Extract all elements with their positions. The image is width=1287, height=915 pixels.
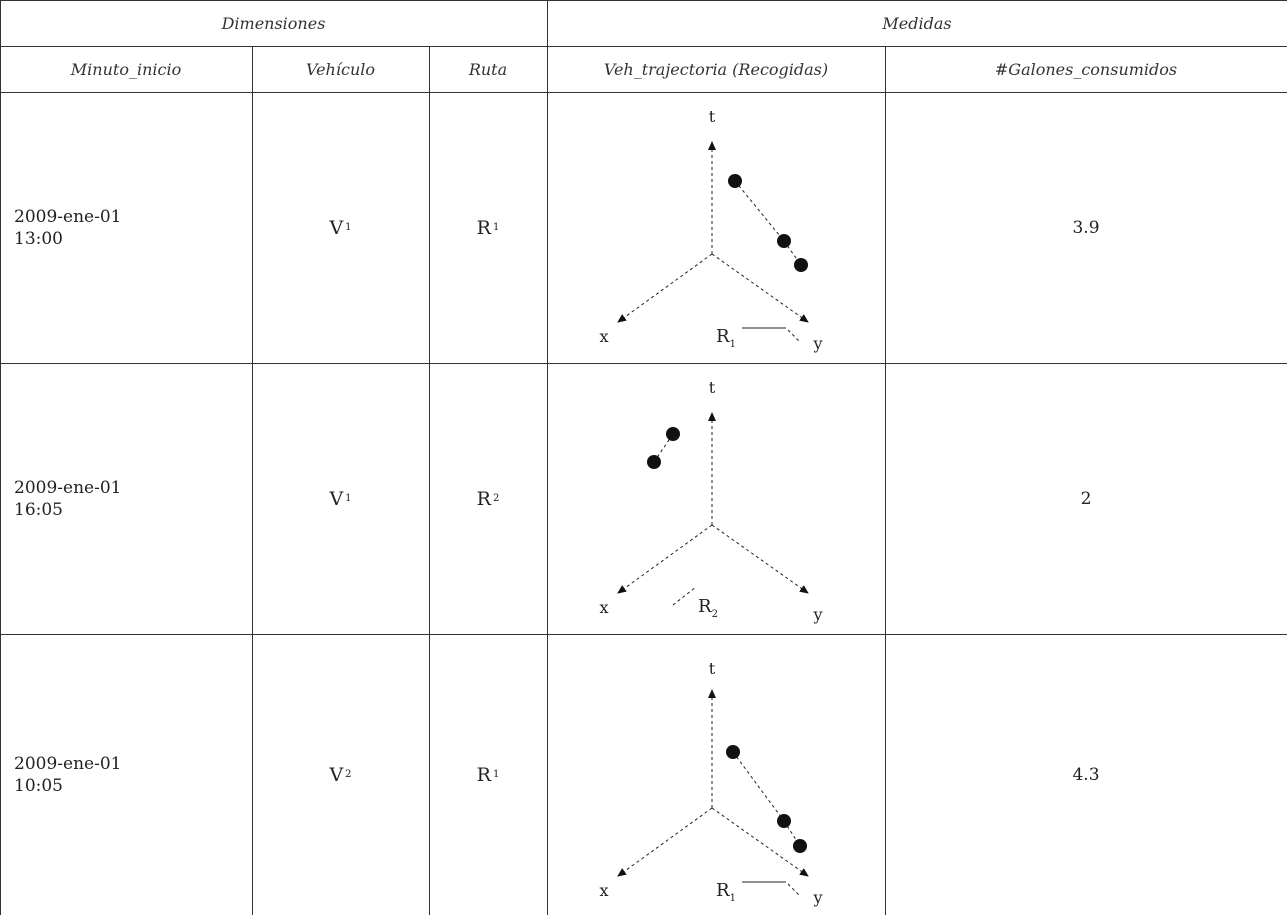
route-letter: R: [476, 763, 491, 786]
y-axis: [711, 253, 809, 323]
pickup-point: [794, 258, 808, 272]
route-projection: [672, 586, 697, 606]
pickup-point: [728, 174, 742, 188]
t-axis-label: t: [709, 107, 716, 126]
t-axis-label: t: [709, 378, 716, 397]
table-left-border: [0, 0, 1, 915]
table-row-1-trajectory-diagram: t x y R1: [548, 92, 885, 363]
x-axis-label: x: [599, 327, 608, 346]
route-label: R1: [716, 326, 736, 350]
route-subscript: 1: [492, 222, 500, 233]
x-axis-label: x: [599, 881, 608, 900]
route-letter: R: [476, 487, 491, 510]
y-axis-label: y: [812, 334, 822, 353]
row-date: 2009-ene-01: [14, 477, 122, 498]
route-subscript: 1: [492, 769, 500, 780]
row-date: 2009-ene-01: [14, 206, 122, 227]
vehicle-letter: V: [329, 763, 344, 786]
x-axis-label: x: [599, 598, 608, 617]
col-divider: [429, 46, 430, 915]
t-axis-label: t: [709, 659, 716, 678]
vehicle-subscript: 1: [345, 222, 352, 233]
table-row-3-trajectory-diagram: t x y R1: [548, 634, 885, 915]
column-header-vehiculo: Vehículo: [306, 59, 375, 79]
x-axis: [617, 253, 713, 323]
table-row-1-minuto-inicio: 2009-ene-01 13:00: [0, 92, 252, 363]
row-divider: [0, 634, 1287, 635]
route-projection: [787, 883, 801, 897]
column-header-galones: #Galones_consumidos: [994, 59, 1178, 79]
row-time: 16:05: [14, 499, 63, 520]
table-row-3-minuto-inicio: 2009-ene-01 10:05: [0, 634, 252, 915]
column-header-minuto-inicio: Minuto_inicio: [70, 59, 182, 79]
y-axis-label: y: [812, 888, 822, 907]
table-row-2-galones: 2: [1080, 488, 1092, 509]
column-header-ruta: Ruta: [468, 59, 508, 79]
vehicle-letter: V: [329, 216, 344, 239]
pickup-point: [793, 839, 807, 853]
route-projection: [787, 329, 801, 343]
row-time: 10:05: [14, 775, 63, 796]
x-axis: [617, 807, 713, 877]
pickup-point: [666, 427, 680, 441]
pickup-point: [647, 455, 661, 469]
table-header-divider: [0, 46, 1287, 47]
column-header-trayectoria: Veh_trajectoria (Recogidas): [603, 59, 829, 79]
vehicle-subscript: 1: [345, 493, 352, 504]
col-divider: [885, 46, 886, 915]
table-row-3-galones: 4.3: [1072, 764, 1100, 785]
pickup-point: [777, 814, 791, 828]
trajectory-segment: [734, 180, 785, 242]
trajectory-diagram-2: t x y R2: [599, 378, 822, 624]
group-header-dimensiones: Dimensiones: [221, 13, 326, 33]
trajectory-diagram-1: t x y R1: [599, 107, 822, 353]
row-divider: [0, 363, 1287, 364]
vehicle-letter: V: [329, 487, 344, 510]
route-subscript: 2: [492, 493, 500, 504]
table-row-1-galones: 3.9: [1072, 217, 1100, 238]
x-axis: [617, 524, 713, 594]
route-letter: R: [476, 216, 491, 239]
col-divider: [252, 46, 253, 915]
route-label: R1: [716, 880, 736, 904]
table-header-bottom: [0, 92, 1287, 93]
vehicle-subscript: 2: [345, 769, 352, 780]
row-date: 2009-ene-01: [14, 753, 122, 774]
pickup-point: [777, 234, 791, 248]
table-row-2-minuto-inicio: 2009-ene-01 16:05: [0, 363, 252, 634]
table-row-2-trajectory-diagram: t x y R2: [548, 363, 885, 634]
y-axis-label: y: [812, 605, 822, 624]
trajectory-diagram-3: t x y R1: [599, 659, 822, 907]
table-top-border: [0, 0, 1287, 1]
y-axis: [711, 807, 809, 877]
group-header-medidas: Medidas: [882, 13, 952, 33]
pickup-point: [726, 745, 740, 759]
route-label: R2: [698, 596, 718, 620]
trajectory-segment: [732, 751, 785, 822]
row-time: 13:00: [14, 228, 63, 249]
group-divider: [547, 0, 548, 915]
y-axis: [711, 524, 809, 594]
